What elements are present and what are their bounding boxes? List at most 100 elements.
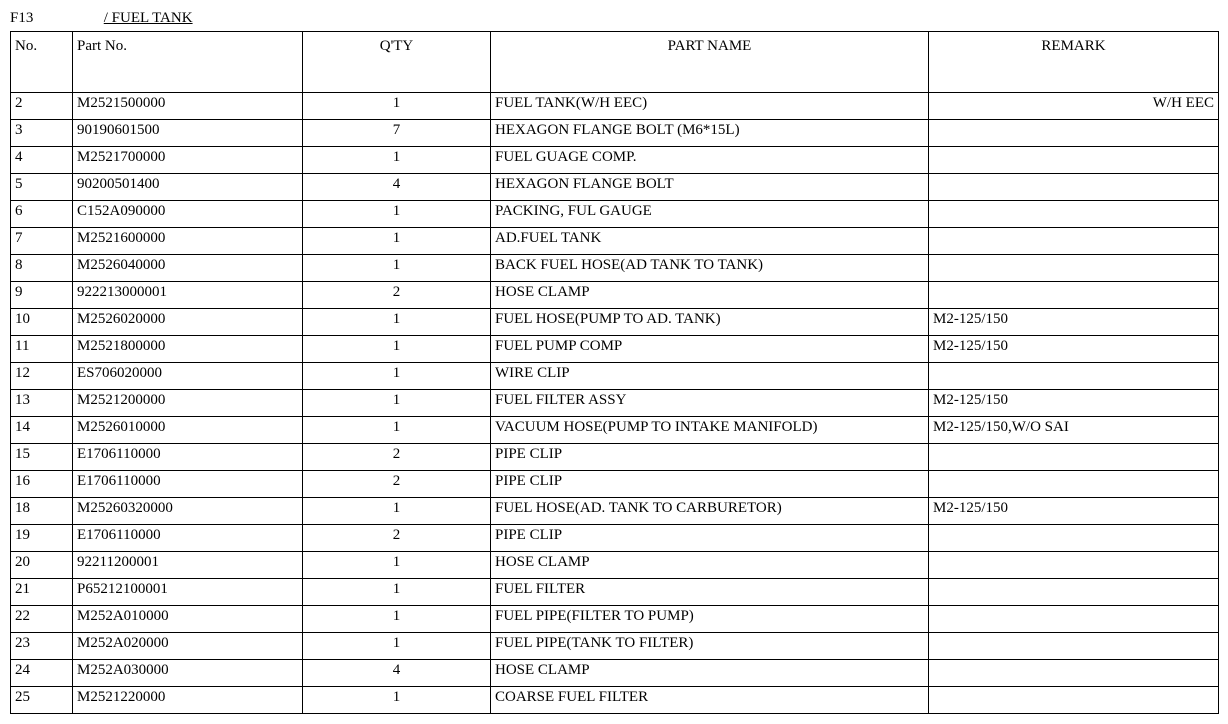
column-header: REMARK [929,32,1219,93]
cell-no: 2 [11,93,73,120]
cell-no: 21 [11,579,73,606]
cell-part-no: ES706020000 [73,363,303,390]
section-heading: F13 / FUEL TANK [10,10,1218,27]
cell-part-no: 90190601500 [73,120,303,147]
cell-part-no: E1706110000 [73,444,303,471]
cell-part-no: M2521500000 [73,93,303,120]
cell-qty: 1 [303,633,491,660]
cell-no: 14 [11,417,73,444]
cell-part-name: FUEL TANK(W/H EEC) [491,93,929,120]
cell-remark [929,633,1219,660]
table-row: 14M25260100001VACUUM HOSE(PUMP TO INTAKE… [11,417,1219,444]
cell-no: 12 [11,363,73,390]
cell-no: 25 [11,687,73,714]
cell-part-name: FUEL PIPE(TANK TO FILTER) [491,633,929,660]
cell-part-name: BACK FUEL HOSE(AD TANK TO TANK) [491,255,929,282]
table-row: 4M25217000001FUEL GUAGE COMP. [11,147,1219,174]
cell-qty: 1 [303,255,491,282]
cell-remark [929,471,1219,498]
cell-no: 20 [11,552,73,579]
cell-no: 23 [11,633,73,660]
cell-remark [929,579,1219,606]
cell-part-name: FUEL HOSE(PUMP TO AD. TANK) [491,309,929,336]
cell-part-name: COARSE FUEL FILTER [491,687,929,714]
cell-part-no: M2521700000 [73,147,303,174]
cell-part-name: PIPE CLIP [491,444,929,471]
cell-remark [929,201,1219,228]
cell-remark: M2-125/150 [929,498,1219,525]
cell-remark [929,525,1219,552]
table-row: 8M25260400001BACK FUEL HOSE(AD TANK TO T… [11,255,1219,282]
cell-part-no: C152A090000 [73,201,303,228]
cell-part-name: HEXAGON FLANGE BOLT [491,174,929,201]
cell-no: 4 [11,147,73,174]
cell-part-name: HOSE CLAMP [491,282,929,309]
column-header: No. [11,32,73,93]
cell-part-no: M2526010000 [73,417,303,444]
column-header: Part No. [73,32,303,93]
cell-remark [929,228,1219,255]
cell-part-name: PACKING, FUL GAUGE [491,201,929,228]
parts-table: No.Part No.Q'TYPART NAMEREMARK 2M2521500… [10,31,1219,714]
cell-part-name: AD.FUEL TANK [491,228,929,255]
cell-remark: M2-125/150 [929,309,1219,336]
cell-qty: 1 [303,309,491,336]
cell-part-name: VACUUM HOSE(PUMP TO INTAKE MANIFOLD) [491,417,929,444]
table-row: 2M25215000001FUEL TANK(W/H EEC)W/H EEC [11,93,1219,120]
cell-remark [929,552,1219,579]
cell-part-no: M2521200000 [73,390,303,417]
cell-part-name: FUEL HOSE(AD. TANK TO CARBURETOR) [491,498,929,525]
cell-no: 11 [11,336,73,363]
table-row: 99222130000012HOSE CLAMP [11,282,1219,309]
cell-part-no: M2526020000 [73,309,303,336]
cell-no: 10 [11,309,73,336]
cell-part-no: M252A030000 [73,660,303,687]
cell-remark [929,363,1219,390]
cell-qty: 1 [303,363,491,390]
cell-part-no: M25260320000 [73,498,303,525]
cell-qty: 1 [303,336,491,363]
table-row: 10M25260200001FUEL HOSE(PUMP TO AD. TANK… [11,309,1219,336]
cell-qty: 4 [303,174,491,201]
cell-qty: 1 [303,687,491,714]
cell-part-name: FUEL PIPE(FILTER TO PUMP) [491,606,929,633]
cell-qty: 4 [303,660,491,687]
cell-qty: 7 [303,120,491,147]
cell-remark [929,606,1219,633]
cell-qty: 1 [303,498,491,525]
table-row: 13M25212000001FUEL FILTER ASSYM2-125/150 [11,390,1219,417]
section-title: / FUEL TANK [104,10,193,26]
cell-part-name: PIPE CLIP [491,525,929,552]
cell-no: 3 [11,120,73,147]
cell-part-no: M2521600000 [73,228,303,255]
table-row: 6C152A0900001PACKING, FUL GAUGE [11,201,1219,228]
column-header: PART NAME [491,32,929,93]
cell-qty: 2 [303,444,491,471]
table-row: 16E17061100002PIPE CLIP [11,471,1219,498]
cell-no: 24 [11,660,73,687]
cell-qty: 1 [303,579,491,606]
cell-qty: 2 [303,282,491,309]
cell-qty: 1 [303,606,491,633]
cell-part-no: 92211200001 [73,552,303,579]
table-row: 3901906015007HEXAGON FLANGE BOLT (M6*15L… [11,120,1219,147]
table-row: 12ES7060200001WIRE CLIP [11,363,1219,390]
cell-qty: 1 [303,552,491,579]
cell-qty: 2 [303,525,491,552]
cell-no: 16 [11,471,73,498]
table-row: 23M252A0200001FUEL PIPE(TANK TO FILTER) [11,633,1219,660]
cell-part-no: P65212100001 [73,579,303,606]
table-row: 15E17061100002PIPE CLIP [11,444,1219,471]
cell-remark [929,687,1219,714]
cell-part-name: FUEL GUAGE COMP. [491,147,929,174]
cell-part-no: M252A020000 [73,633,303,660]
cell-no: 15 [11,444,73,471]
cell-qty: 1 [303,228,491,255]
cell-qty: 1 [303,201,491,228]
table-row: 21P652121000011FUEL FILTER [11,579,1219,606]
cell-remark [929,282,1219,309]
cell-no: 22 [11,606,73,633]
cell-part-name: FUEL PUMP COMP [491,336,929,363]
cell-remark: M2-125/150,W/O SAI [929,417,1219,444]
table-row: 11M25218000001FUEL PUMP COMPM2-125/150 [11,336,1219,363]
